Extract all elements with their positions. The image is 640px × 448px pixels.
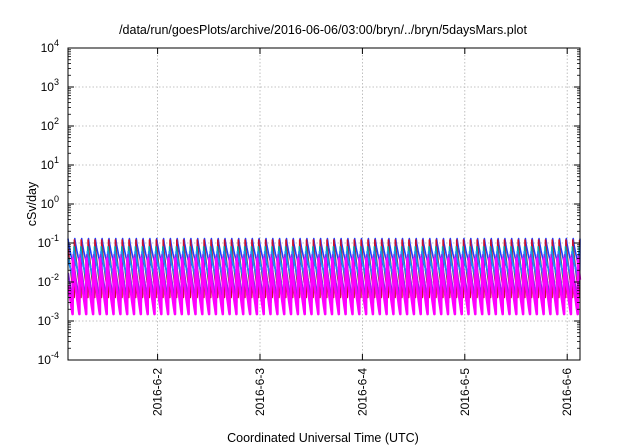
x-axis: 2016-6-2 2016-6-3 2016-6-4 2016-6-5 2016-6-6 bbox=[151, 48, 574, 416]
y-tick-label: 10-1 bbox=[38, 233, 59, 250]
x-tick-label: 2016-6-5 bbox=[458, 368, 472, 416]
x-tick-label: 2016-6-3 bbox=[253, 368, 267, 416]
y-tick-label: 10-4 bbox=[38, 350, 59, 367]
x-tick-label: 2016-6-6 bbox=[560, 368, 574, 416]
y-axis-label: cSv/day bbox=[25, 181, 39, 226]
y-axis: 10-4 10-3 10-2 10-1 100 101 102 103 104 bbox=[38, 38, 580, 367]
y-tick-label: 104 bbox=[41, 38, 59, 55]
x-tick-label: 2016-6-2 bbox=[151, 368, 165, 416]
y-tick-label: 10-2 bbox=[38, 272, 59, 289]
y-tick-label: 10-3 bbox=[38, 311, 59, 328]
y-tick-label: 103 bbox=[41, 77, 59, 94]
series-line bbox=[67, 257, 582, 316]
y-tick-label: 101 bbox=[41, 155, 59, 172]
series-layer bbox=[67, 237, 582, 316]
y-tick-label: 100 bbox=[41, 194, 59, 211]
y-tick-label: 102 bbox=[41, 116, 59, 133]
x-tick-label: 2016-6-4 bbox=[355, 368, 369, 416]
x-axis-label: Coordinated Universal Time (UTC) bbox=[227, 431, 419, 445]
chart-title: /data/run/goesPlots/archive/2016-06-06/0… bbox=[119, 23, 527, 37]
